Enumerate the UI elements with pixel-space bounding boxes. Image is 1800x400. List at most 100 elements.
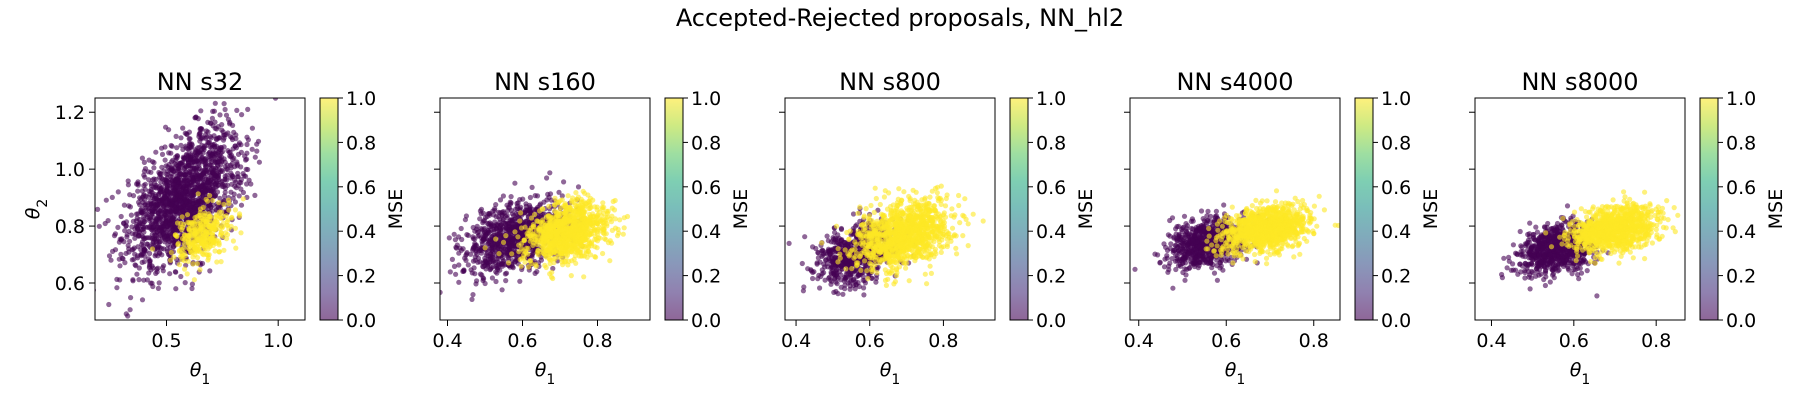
data-point xyxy=(96,223,102,229)
data-point xyxy=(128,212,134,218)
data-point xyxy=(221,201,227,207)
data-point xyxy=(451,263,458,269)
data-point xyxy=(532,211,538,218)
colorbar-tick-label: 0.6 xyxy=(691,177,721,199)
data-point xyxy=(544,175,550,181)
data-point xyxy=(221,101,227,107)
data-point xyxy=(209,151,215,157)
data-point xyxy=(839,262,845,268)
data-point xyxy=(193,114,199,120)
data-point xyxy=(488,251,494,257)
data-point xyxy=(447,269,453,275)
data-point xyxy=(851,276,857,282)
data-point xyxy=(862,280,869,286)
data-point xyxy=(145,200,151,206)
data-point xyxy=(170,181,177,187)
data-point xyxy=(552,202,558,208)
data-point xyxy=(142,174,148,180)
data-point xyxy=(162,220,168,226)
data-point xyxy=(786,240,792,246)
data-point xyxy=(580,188,586,194)
data-point xyxy=(186,232,192,238)
data-point xyxy=(835,291,841,297)
data-point xyxy=(213,136,219,142)
data-point xyxy=(121,239,127,245)
data-point xyxy=(214,126,220,132)
data-point xyxy=(210,238,216,245)
data-point xyxy=(184,212,191,218)
data-point xyxy=(481,276,487,282)
data-point xyxy=(198,183,204,189)
data-point xyxy=(167,257,174,263)
data-point xyxy=(820,252,826,258)
data-point xyxy=(181,237,187,243)
data-point xyxy=(106,253,113,259)
data-point xyxy=(132,235,138,241)
data-point xyxy=(236,193,242,199)
data-point xyxy=(199,159,205,165)
data-point xyxy=(179,160,185,166)
data-point xyxy=(207,268,213,274)
data-point xyxy=(564,244,570,250)
data-point xyxy=(178,171,184,177)
data-point xyxy=(168,221,174,227)
data-point xyxy=(464,232,470,238)
data-point xyxy=(544,248,550,254)
data-point xyxy=(210,165,216,172)
data-point xyxy=(577,249,583,255)
data-point xyxy=(185,204,191,210)
data-point xyxy=(192,147,198,153)
data-point xyxy=(249,125,255,131)
data-point xyxy=(594,238,601,244)
data-point xyxy=(573,204,580,210)
data-point xyxy=(242,153,248,159)
data-point xyxy=(527,194,534,201)
data-point xyxy=(176,262,183,268)
data-point xyxy=(146,270,152,276)
data-point xyxy=(163,124,169,130)
data-point xyxy=(156,280,162,286)
data-point xyxy=(517,256,523,263)
colorbar-tick-label: 0.4 xyxy=(346,221,376,243)
plot-frame xyxy=(94,97,306,321)
data-point xyxy=(508,234,514,240)
data-point xyxy=(568,228,574,234)
data-point xyxy=(472,257,478,263)
data-point xyxy=(843,266,849,272)
data-point xyxy=(125,313,131,319)
data-point xyxy=(197,150,203,156)
data-point xyxy=(214,219,220,225)
data-point xyxy=(173,133,179,139)
data-point xyxy=(493,236,499,242)
data-point xyxy=(550,265,556,272)
data-point xyxy=(219,178,225,185)
data-point xyxy=(189,141,195,147)
data-point xyxy=(164,200,171,206)
panel-title: NN s32 xyxy=(157,68,244,96)
data-point xyxy=(117,263,123,269)
colorbar-tick-label: 0.2 xyxy=(346,266,376,288)
data-point xyxy=(830,270,836,276)
data-point xyxy=(106,301,112,308)
y-tick-label: 0.8 xyxy=(55,216,85,238)
data-point xyxy=(194,255,201,261)
data-point xyxy=(512,180,518,186)
data-point xyxy=(173,177,179,183)
data-point xyxy=(206,213,212,219)
data-point xyxy=(810,275,816,282)
data-point xyxy=(901,189,907,195)
data-point xyxy=(500,244,506,250)
data-point xyxy=(808,267,814,273)
data-point xyxy=(238,149,244,155)
data-point xyxy=(526,220,532,226)
y-tick-label: 1.0 xyxy=(55,159,85,181)
x-tick-label: 0.8 xyxy=(582,330,612,352)
data-point xyxy=(482,258,488,264)
data-point xyxy=(954,251,960,257)
data-point xyxy=(232,199,238,205)
data-point xyxy=(579,237,585,243)
data-point xyxy=(214,162,221,168)
data-point xyxy=(512,259,518,265)
data-point xyxy=(130,278,136,284)
data-point xyxy=(103,197,109,203)
